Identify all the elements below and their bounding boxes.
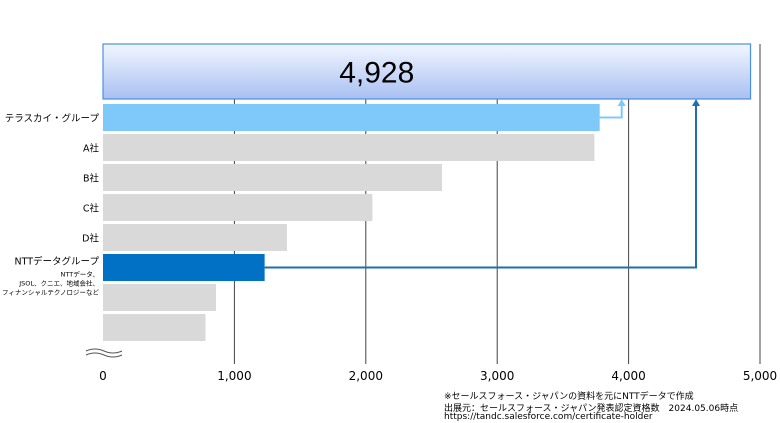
bar: [103, 284, 217, 311]
bar: [103, 254, 265, 281]
source-note-url: https://tandc.salesforce.com/certificate…: [444, 412, 653, 422]
ntt-sublabel: フィナンシャルテクノロジーなど: [2, 289, 99, 297]
bar: [103, 314, 206, 341]
bar: [103, 224, 287, 251]
bar: [103, 134, 595, 161]
terrasky-arrow: [599, 103, 623, 119]
bars: [103, 104, 600, 341]
x-tick-label: 4,000: [611, 369, 645, 383]
x-tick-label: 0: [99, 369, 107, 383]
x-tick-label: 2,000: [349, 369, 383, 383]
category-label: テラスカイ・グループ: [5, 113, 100, 125]
ntt-arrow: [264, 103, 697, 269]
x-tick-label: 3,000: [480, 369, 514, 383]
terrasky-arrowhead: [617, 99, 626, 106]
total-box: 4,928: [102, 43, 752, 100]
source-note-1: ※セールスフォース・ジャパンの資料を元にNTTデータで作成: [444, 392, 694, 402]
category-label: NTTデータグループ: [15, 256, 100, 268]
category-label: A社: [83, 143, 99, 155]
x-tick-label: 5,000: [743, 369, 777, 383]
x-tick-labels: 0 1,000 2,000 3,000 4,000 5,000: [99, 369, 777, 383]
ntt-sublabel: JSOL、クニエ、地域会社、: [18, 279, 99, 288]
category-labels: テラスカイ・グループ A社 B社 C社 D社 NTTデータグループ NTTデータ、JSOL、…: [2, 113, 99, 297]
total-bar: [102, 43, 752, 100]
ntt-sublabel: NTTデータ、: [61, 270, 100, 279]
bar: [103, 164, 443, 191]
category-label: D社: [82, 233, 99, 245]
axis-break-line: [85, 348, 123, 354]
total-value-label: 4,928: [339, 57, 414, 90]
bar: [103, 104, 600, 131]
source-note-2: 出展元：セールスフォース・ジャパン発表認定資格数 2024.05.06時点: [444, 404, 739, 414]
x-tick-label: 1,000: [217, 369, 251, 383]
bar: [103, 194, 373, 221]
arrows: [264, 99, 700, 269]
ntt-arrowhead: [692, 99, 700, 106]
category-label: C社: [83, 203, 100, 215]
axis-break-line: [85, 352, 123, 358]
axis-break: [85, 348, 123, 358]
category-label: B社: [83, 173, 100, 185]
